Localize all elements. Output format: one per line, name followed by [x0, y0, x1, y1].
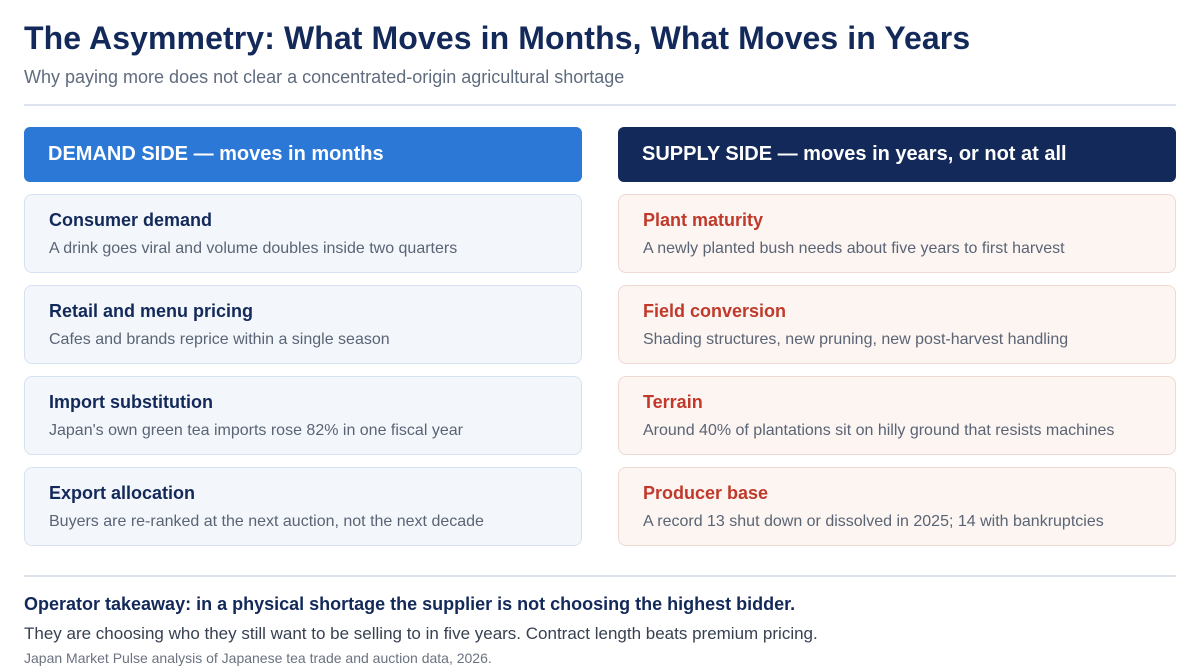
card-title: Consumer demand — [49, 210, 213, 230]
supply-card-plant: Plant maturity A newly planted bush need… — [618, 194, 1176, 273]
card-desc: A drink goes viral and volume doubles in… — [49, 240, 458, 257]
demand-card-import: Import substitution Japan's own green te… — [24, 376, 582, 455]
demand-card-pricing: Retail and menu pricing Cafes and brands… — [24, 285, 582, 364]
page-subtitle: Why paying more does not clear a concent… — [24, 67, 625, 87]
card-title: Field conversion — [643, 301, 787, 321]
card-title: Import substitution — [49, 392, 213, 412]
page-title: The Asymmetry: What Moves in Months, Wha… — [24, 20, 971, 56]
card-title: Terrain — [643, 392, 703, 412]
card-desc: Shading structures, new pruning, new pos… — [643, 331, 1069, 348]
card-desc: Buyers are re-ranked at the next auction… — [49, 513, 484, 530]
supply-card-field: Field conversion Shading structures, new… — [618, 285, 1176, 364]
card-title: Retail and menu pricing — [49, 301, 254, 321]
demand-header: DEMAND SIDE — moves in months — [24, 127, 582, 182]
supply-header: SUPPLY SIDE — moves in years, or not at … — [618, 127, 1176, 182]
card-desc: Cafes and brands reprice within a single… — [49, 331, 390, 348]
card-desc: Japan's own green tea imports rose 82% i… — [49, 422, 463, 439]
card-title: Producer base — [643, 483, 769, 503]
bottom-divider — [24, 575, 1176, 577]
supply-column: SUPPLY SIDE — moves in years, or not at … — [618, 127, 1176, 546]
supply-card-terrain: Terrain Around 40% of plantations sit on… — [618, 376, 1176, 455]
card-title: Export allocation — [49, 483, 196, 503]
card-desc: Around 40% of plantations sit on hilly g… — [643, 422, 1115, 439]
supply-card-producer: Producer base A record 13 shut down or d… — [618, 467, 1176, 546]
demand-card-export: Export allocation Buyers are re-ranked a… — [24, 467, 582, 546]
card-title: Plant maturity — [643, 210, 764, 230]
top-divider — [24, 104, 1176, 106]
demand-card-consumer: Consumer demand A drink goes viral and v… — [24, 194, 582, 273]
demand-column: DEMAND SIDE — moves in months Consumer d… — [24, 127, 582, 546]
card-desc: A newly planted bush needs about five ye… — [643, 240, 1065, 257]
source-note: Japan Market Pulse analysis of Japanese … — [24, 650, 492, 666]
takeaway-headline: Operator takeaway: in a physical shortag… — [24, 594, 796, 614]
card-desc: A record 13 shut down or dissolved in 20… — [643, 513, 1104, 530]
takeaway-detail: They are choosing who they still want to… — [24, 624, 818, 643]
